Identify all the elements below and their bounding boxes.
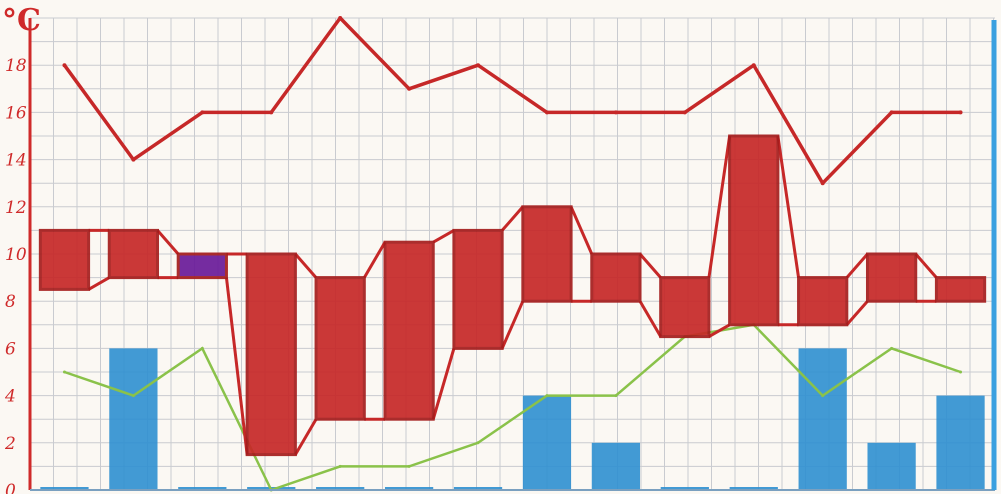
y-tick-label: 2 — [4, 434, 16, 454]
y-tick-label: 6 — [5, 339, 16, 359]
temperature-range-bar — [934, 276, 987, 303]
y-tick-label: 12 — [5, 198, 27, 218]
temperature-range-bar — [176, 252, 228, 280]
range-connector-high — [363, 241, 387, 279]
range-connector-high — [845, 253, 869, 279]
precipitation-bar — [522, 395, 572, 490]
range-connector-high — [707, 135, 732, 278]
green-line-point — [200, 346, 204, 350]
temperature-range-bar — [797, 276, 849, 327]
green-line-point — [62, 370, 66, 374]
max-temperature-line — [62, 16, 963, 186]
green-line-point — [407, 464, 411, 468]
max-temperature-point — [200, 110, 205, 115]
precipitation-bar — [867, 442, 916, 490]
range-connector-low — [87, 276, 111, 291]
precipitation-bar — [384, 487, 434, 490]
green-line-point — [545, 394, 549, 398]
precipitation-bar — [591, 442, 641, 490]
y-axis: °C 0 2 4 6 8 10 12 14 16 18 — [2, 3, 997, 494]
temperature-range-bar — [383, 240, 435, 421]
green-line — [64, 323, 961, 492]
precipitation-bar — [660, 487, 709, 490]
precipitation-bar — [316, 487, 365, 490]
y-tick-label: 16 — [5, 103, 27, 123]
max-temperature-point — [958, 110, 963, 115]
max-temperature-point — [820, 181, 825, 186]
green-line-point — [821, 394, 825, 398]
range-connector-high — [776, 135, 801, 278]
temperature-range-bar — [38, 228, 91, 291]
y-tick-label: 4 — [4, 387, 16, 407]
temperature-range-bar — [452, 228, 504, 350]
range-connector-low — [294, 418, 318, 456]
green-line-point — [614, 394, 618, 398]
precipitation-bar — [798, 348, 847, 490]
max-temperature-point — [476, 63, 481, 68]
range-connector-high — [638, 253, 662, 279]
precipitation-bar — [453, 487, 503, 490]
green-line-point — [476, 441, 480, 445]
max-temperature-point — [682, 110, 687, 115]
green-line-point — [131, 394, 135, 398]
temperature-range-bar — [245, 252, 297, 457]
temperature-range-bar — [590, 252, 642, 303]
max-temperature-point — [889, 110, 894, 115]
range-connector-high — [156, 229, 180, 255]
max-temperature-point — [544, 110, 549, 115]
y-axis-unit-label: °C — [2, 3, 41, 38]
range-connector-high — [914, 253, 938, 279]
range-connector-low — [500, 300, 525, 350]
max-temperature-point — [131, 157, 136, 162]
y-tick-label: 8 — [5, 292, 16, 312]
temperature-range-bar — [865, 252, 918, 303]
precipitation-bar — [40, 487, 89, 490]
range-connector-low — [845, 300, 869, 326]
green-line-point — [338, 464, 342, 468]
max-temperature-point — [62, 63, 67, 68]
range-connector-high — [432, 229, 455, 244]
temperature-range-bar — [314, 276, 366, 421]
y-tick-label: 0 — [5, 481, 16, 494]
temperature-range-bar — [107, 228, 160, 280]
temperature-range-bars — [38, 134, 987, 457]
precipitation-bars — [40, 348, 985, 490]
range-connector-low — [708, 323, 731, 338]
green-line-point — [959, 370, 963, 374]
precipitation-bar — [109, 348, 158, 490]
temperature-range-bar — [728, 134, 780, 327]
precipitation-bar — [178, 487, 227, 490]
max-temperature-point — [751, 63, 756, 68]
precipitation-bar — [936, 395, 985, 490]
range-connector-high — [294, 253, 318, 279]
temperature-range-bar — [521, 205, 573, 303]
precipitation-bar — [729, 487, 778, 490]
max-temperature-point — [338, 16, 343, 20]
range-connector-low — [638, 300, 662, 338]
range-connector-high — [569, 206, 594, 255]
range-connector-low — [224, 277, 249, 455]
green-line-point — [890, 346, 894, 350]
range-connector-low — [431, 347, 456, 420]
max-temperature-line-path — [63, 16, 961, 185]
range-connector-high — [501, 205, 524, 232]
y-tick-label: 18 — [5, 56, 27, 76]
max-temperature-point — [613, 110, 618, 115]
max-temperature-point — [269, 110, 274, 115]
temperature-range-bar — [659, 276, 711, 339]
max-temperature-point — [407, 86, 412, 91]
y-tick-label: 14 — [5, 151, 27, 171]
y-tick-label: 10 — [5, 245, 27, 265]
